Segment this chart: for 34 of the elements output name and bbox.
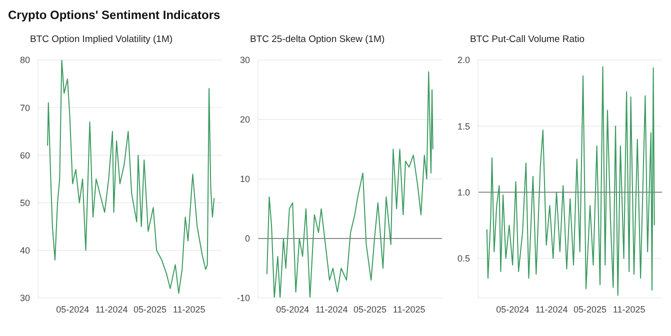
- y-tick-label: 20: [240, 114, 250, 125]
- x-tick-label: 11-2025: [172, 304, 206, 314]
- text: Crypto Options' Sentiment Indicators: [8, 8, 220, 22]
- chart-title: BTC Option Implied Volatility (1M): [30, 34, 174, 47]
- x-tick-label: 11-2025: [612, 304, 646, 314]
- y-tick-label: -10: [236, 293, 250, 304]
- y-tick-label: 0: [244, 234, 250, 244]
- x-tick-label: 05-2024: [56, 304, 90, 314]
- x-tick-label: 11-2024: [535, 304, 568, 314]
- x-tick-label: 05-2024: [276, 304, 310, 314]
- y-tick-label: 1.0: [457, 187, 470, 198]
- y-tick-label: 80: [20, 55, 30, 66]
- y-tick-label: 70: [20, 102, 30, 113]
- line-series: [47, 60, 215, 294]
- x-tick-label: 05-2025: [574, 304, 607, 314]
- y-tick-label: 1.5: [457, 121, 470, 132]
- y-tick-label: 0.5: [457, 254, 470, 264]
- y-tick-label: 30: [20, 293, 30, 304]
- chart-title: BTC 25-delta Option Skew (1M): [250, 34, 386, 47]
- line-series: [486, 66, 655, 296]
- x-tick-label: 05-2025: [354, 304, 387, 314]
- y-tick-label: 60: [20, 150, 30, 160]
- x-tick-label: 05-2025: [134, 304, 167, 314]
- y-tick-label: 40: [20, 246, 30, 256]
- line-series: [266, 71, 434, 298]
- y-tick-label: 2.0: [457, 55, 470, 66]
- chart-title: BTC Put-Call Volume Ratio: [470, 34, 586, 47]
- x-tick-label: 11-2024: [95, 304, 128, 314]
- y-tick-label: 50: [20, 198, 30, 208]
- y-tick-label: 10: [240, 174, 250, 184]
- x-tick-label: 11-2024: [315, 304, 348, 314]
- x-tick-label: 11-2025: [392, 304, 426, 314]
- y-tick-label: 30: [240, 55, 250, 66]
- x-tick-label: 05-2024: [496, 304, 530, 314]
